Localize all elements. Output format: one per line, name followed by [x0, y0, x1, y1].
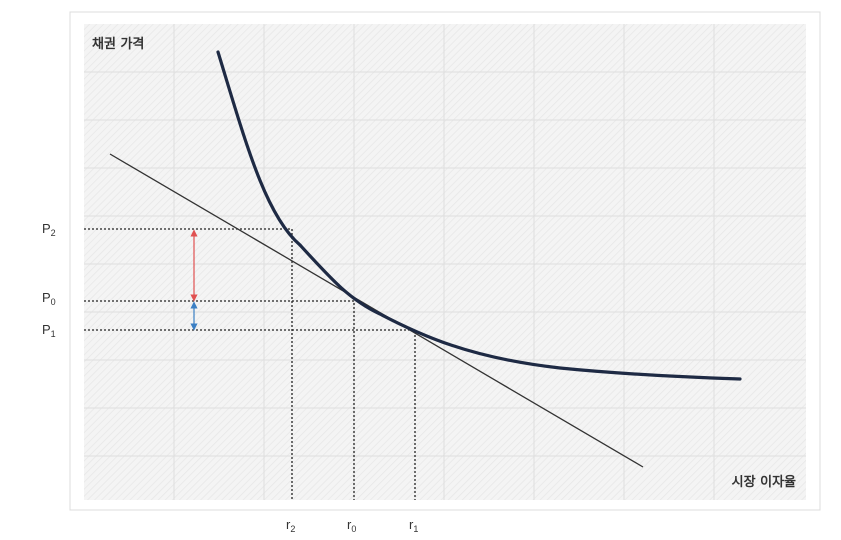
rate-labels: r2 r0 r1 — [286, 517, 418, 534]
tangent-line — [109, 153, 644, 468]
plot-panel — [69, 11, 821, 511]
guide-p1-r1 — [84, 329, 416, 500]
price-labels: P2 P0 P1 — [42, 221, 56, 339]
x-axis-title: 시장 이자율 — [732, 474, 796, 490]
y-axis-title: 채권 가격 — [92, 37, 144, 52]
rate-label-r2: r2 — [286, 517, 295, 534]
price-label-p0: P0 — [42, 290, 56, 307]
guide-p0-r0 — [84, 300, 355, 500]
guide-p2-r2 — [84, 228, 293, 500]
rate-label-r0: r0 — [347, 517, 356, 534]
grid-lines — [84, 24, 806, 500]
price-yield-curve — [216, 50, 742, 381]
rate-label-r1: r1 — [409, 517, 418, 534]
price-label-p1: P1 — [42, 322, 56, 339]
guide-lines — [84, 228, 416, 500]
price-label-p2: P2 — [42, 221, 56, 238]
